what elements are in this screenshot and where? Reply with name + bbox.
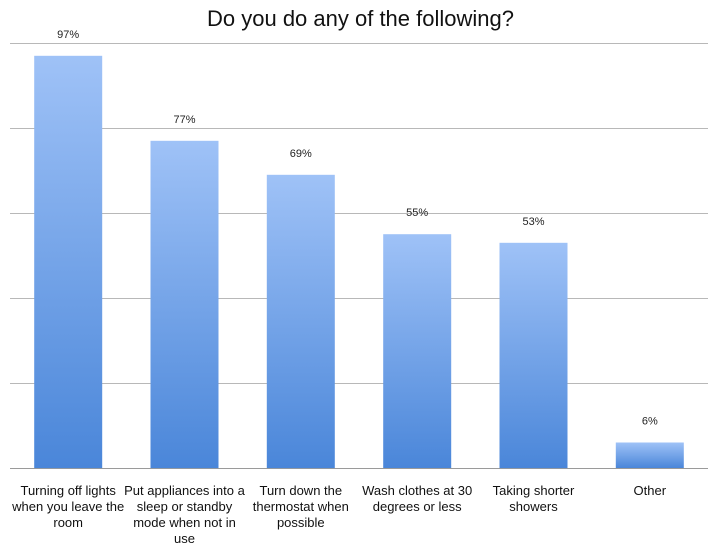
- category-label: Taking shorter showers: [492, 483, 575, 514]
- category-label: Wash clothes at 30 degrees or less: [362, 483, 473, 514]
- data-label: 69%: [290, 148, 312, 160]
- data-label: 55%: [406, 207, 428, 219]
- chart-title: Do you do any of the following?: [207, 6, 514, 31]
- data-label: 6%: [642, 416, 658, 428]
- data-labels: 97% 77% 69% 55% 53% 6%: [57, 29, 658, 428]
- category-label: Turn down the thermostat when possible: [252, 483, 349, 530]
- category-label: Turning off lights when you leave the ro…: [12, 483, 125, 530]
- bars: [34, 55, 684, 469]
- category-label: Put appliances into a sleep or standby m…: [124, 483, 245, 546]
- bar: [615, 442, 684, 468]
- gridlines: [10, 43, 708, 469]
- data-label: 53%: [522, 216, 544, 228]
- bar: [266, 174, 335, 469]
- bar: [499, 242, 568, 469]
- bar: [150, 140, 219, 469]
- bar: [383, 234, 452, 468]
- bar: [34, 55, 103, 469]
- data-label: 77%: [173, 114, 195, 126]
- data-label: 97%: [57, 29, 79, 41]
- category-label: Other: [633, 483, 667, 498]
